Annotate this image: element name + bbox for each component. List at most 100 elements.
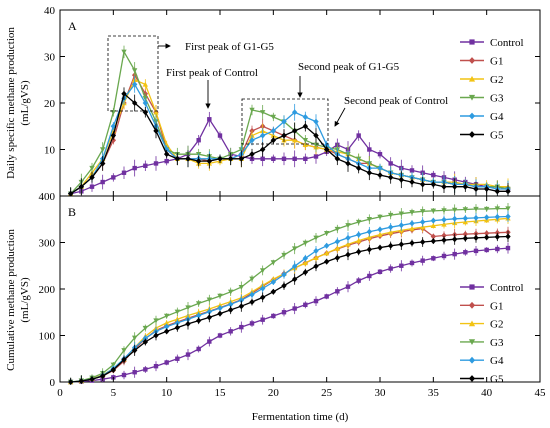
data-point	[217, 293, 223, 299]
data-point	[355, 165, 362, 172]
data-point	[505, 188, 511, 195]
panel-a: A 10 20 30 40 Control G1 G2 G3 G4 G5 First peak …	[5, 5, 541, 197]
data-point	[259, 146, 266, 153]
data-point	[153, 318, 159, 324]
data-point	[163, 323, 170, 330]
legend-label: G3	[490, 93, 504, 105]
data-point	[196, 138, 201, 143]
data-point	[323, 242, 330, 249]
data-point	[323, 250, 330, 256]
data-point	[238, 284, 245, 290]
panel-a-tag: A	[68, 19, 77, 33]
data-point	[78, 378, 85, 385]
legend-marker	[468, 57, 476, 64]
panel-a-ylabel-line2: (mL/gVS)	[19, 80, 31, 126]
data-point	[430, 181, 437, 188]
data-point	[313, 255, 319, 261]
data-point	[409, 210, 415, 215]
data-point	[174, 319, 181, 326]
data-point	[505, 233, 511, 240]
data-point	[163, 313, 170, 319]
data-point	[143, 163, 148, 168]
data-point	[483, 214, 490, 221]
data-point	[228, 329, 233, 334]
data-point	[206, 308, 213, 315]
data-point	[110, 137, 117, 144]
data-point	[270, 114, 277, 120]
data-point	[441, 216, 447, 223]
annotation-second-peak-g1-g5: Second peak of G1-G5	[298, 61, 400, 73]
series-line	[70, 207, 508, 383]
data-point	[409, 239, 415, 246]
data-point	[313, 263, 319, 270]
data-point	[430, 217, 437, 224]
data-point	[206, 297, 213, 303]
y-tick-label: 100	[39, 331, 56, 343]
data-point	[99, 147, 106, 153]
data-point	[292, 156, 297, 161]
legend-label: G4	[490, 355, 504, 367]
data-point	[270, 127, 277, 134]
legend-marker	[468, 375, 476, 382]
x-tick-label: 30	[375, 387, 387, 399]
data-point	[185, 352, 191, 357]
data-point	[409, 260, 415, 266]
data-point	[451, 207, 458, 213]
data-point	[281, 118, 287, 125]
data-point	[409, 225, 415, 231]
data-point	[302, 240, 309, 246]
data-point	[430, 223, 437, 228]
data-point	[388, 266, 393, 271]
data-point	[494, 233, 501, 240]
data-point	[132, 165, 137, 171]
data-point	[67, 379, 74, 385]
panel-b: B 0 100 200 300 400 Control G1 G2 G3 G4 G5 0 5 10 15…	[5, 10, 546, 423]
data-point	[452, 251, 457, 257]
data-point	[302, 260, 309, 266]
second-peak-control-arrow	[334, 107, 346, 127]
data-point	[111, 175, 116, 180]
data-point	[313, 247, 319, 254]
data-point	[441, 232, 447, 239]
legend-label: G5	[490, 130, 504, 142]
data-point	[473, 234, 479, 241]
data-point	[271, 313, 276, 319]
data-point	[462, 215, 469, 222]
data-point	[377, 244, 383, 251]
data-point	[483, 234, 490, 241]
data-point	[345, 284, 351, 289]
series-g3	[67, 202, 511, 385]
data-point	[420, 258, 425, 263]
data-point	[175, 356, 180, 361]
data-point	[100, 179, 105, 185]
x-tick-label: 5	[111, 387, 117, 399]
x-axis-label: Fermentation time (d)	[252, 411, 349, 423]
data-point	[430, 208, 437, 214]
data-point	[142, 325, 149, 331]
data-point	[398, 176, 405, 183]
data-point	[377, 165, 383, 172]
legend-marker	[468, 75, 476, 82]
series-line	[70, 217, 509, 383]
data-point	[377, 151, 383, 157]
data-point	[483, 186, 490, 193]
series-g1	[67, 223, 511, 385]
data-point	[281, 282, 287, 289]
data-point	[505, 213, 511, 220]
legend-marker	[468, 339, 476, 345]
data-point	[291, 246, 298, 252]
data-point	[185, 320, 191, 327]
data-point	[174, 309, 181, 315]
data-point	[334, 155, 341, 162]
data-point	[217, 310, 223, 317]
data-point	[89, 376, 95, 383]
legend-label: Control	[490, 282, 524, 294]
data-point	[345, 234, 351, 241]
data-point	[174, 155, 181, 162]
data-point	[99, 160, 106, 167]
data-point	[451, 183, 458, 190]
panel-a-ylabel-line1: Daily specific methane production	[5, 27, 17, 179]
data-point	[377, 214, 383, 220]
data-point	[164, 158, 169, 164]
